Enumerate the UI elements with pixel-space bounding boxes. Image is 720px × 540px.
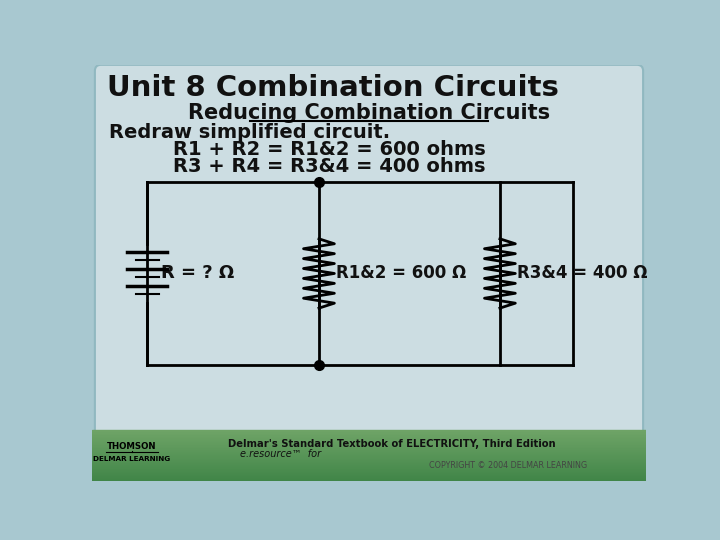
Bar <box>92 467 647 468</box>
Bar <box>92 444 647 445</box>
Bar <box>92 437 647 438</box>
Text: Delmar's Standard Textbook of ELECTRICITY, Third Edition: Delmar's Standard Textbook of ELECTRICIT… <box>228 440 556 449</box>
Bar <box>92 451 647 452</box>
Bar <box>92 480 647 481</box>
Bar <box>92 450 647 451</box>
Bar <box>92 430 647 431</box>
Text: R = ? Ω: R = ? Ω <box>161 265 234 282</box>
Bar <box>92 440 647 441</box>
Text: R3&4 = 400 Ω: R3&4 = 400 Ω <box>517 265 647 282</box>
Bar <box>92 478 647 479</box>
Bar <box>92 442 647 443</box>
Bar <box>92 431 647 432</box>
Bar <box>92 457 647 458</box>
Bar <box>92 459 647 460</box>
Bar <box>92 477 647 478</box>
Text: Unit 8 Combination Circuits: Unit 8 Combination Circuits <box>107 74 559 102</box>
Bar <box>92 473 647 474</box>
Bar <box>92 436 647 437</box>
Text: DELMAR LEARNING: DELMAR LEARNING <box>93 456 171 462</box>
Bar <box>92 445 647 446</box>
Bar <box>92 458 647 459</box>
Bar <box>92 471 647 472</box>
Text: R3 + R4 = R3&4 = 400 ohms: R3 + R4 = R3&4 = 400 ohms <box>173 157 485 176</box>
Bar <box>92 456 647 457</box>
FancyBboxPatch shape <box>95 65 643 442</box>
Bar <box>92 449 647 450</box>
Bar <box>92 433 647 434</box>
Text: R1&2 = 600 Ω: R1&2 = 600 Ω <box>336 265 466 282</box>
Bar <box>92 461 647 462</box>
Bar <box>92 434 647 435</box>
Bar <box>92 475 647 476</box>
Bar <box>92 462 647 463</box>
Text: e.resource™  for: e.resource™ for <box>240 449 321 458</box>
Bar <box>92 453 647 454</box>
Text: R1 + R2 = R1&2 = 600 ohms: R1 + R2 = R1&2 = 600 ohms <box>173 140 485 159</box>
Bar <box>92 474 647 475</box>
Bar <box>92 463 647 464</box>
Bar <box>92 455 647 456</box>
Bar <box>92 447 647 448</box>
Bar <box>92 443 647 444</box>
Bar <box>92 466 647 467</box>
Bar <box>92 465 647 466</box>
Bar <box>92 432 647 433</box>
Text: THOMSON: THOMSON <box>107 442 156 451</box>
Text: Redraw simplified circuit.: Redraw simplified circuit. <box>109 123 390 142</box>
Bar <box>92 454 647 455</box>
Text: COPYRIGHT © 2004 DELMAR LEARNING: COPYRIGHT © 2004 DELMAR LEARNING <box>428 461 587 470</box>
Bar <box>92 469 647 470</box>
Bar <box>92 460 647 461</box>
Bar <box>92 464 647 465</box>
Bar <box>92 479 647 480</box>
Bar <box>92 438 647 439</box>
Bar <box>92 441 647 442</box>
Bar <box>92 470 647 471</box>
Bar <box>92 446 647 447</box>
Bar <box>92 452 647 453</box>
Text: Reducing Combination Circuits: Reducing Combination Circuits <box>188 103 550 123</box>
Bar <box>92 472 647 473</box>
Bar <box>92 468 647 469</box>
Bar <box>92 448 647 449</box>
Bar <box>92 476 647 477</box>
Bar <box>92 439 647 440</box>
Bar <box>92 435 647 436</box>
